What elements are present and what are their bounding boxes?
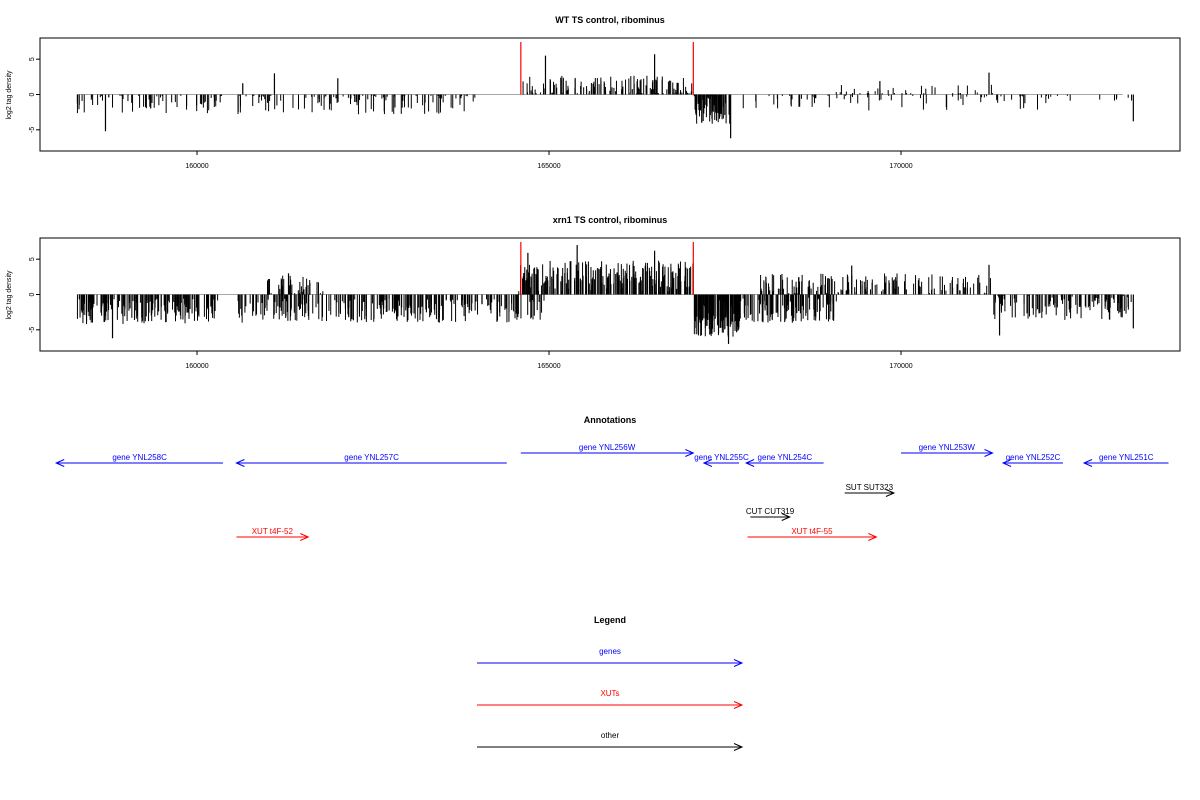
feature-arrow-gene: gene YNL252C	[1001, 453, 1063, 467]
y-tick-label: 0	[29, 92, 36, 96]
legend-arrow: other	[477, 731, 744, 751]
feature-arrow-other: SUT SUT323	[844, 483, 896, 497]
legend-title: Legend	[594, 615, 626, 625]
feature-arrow-other: CUT CUT319	[746, 507, 795, 521]
feature-label: XUT t4F-52	[252, 527, 294, 536]
feature-arrow-gene: gene YNL257C	[235, 453, 507, 467]
feature-label: gene YNL253W	[919, 443, 976, 452]
legend-label: genes	[599, 647, 621, 656]
annotations-title: Annotations	[584, 415, 637, 425]
feature-label: gene YNL257C	[344, 453, 399, 462]
feature-label: SUT SUT323	[846, 483, 894, 492]
x-tick-label: 160000	[185, 363, 208, 370]
legend: Legend genes XUTs other	[477, 615, 744, 751]
feature-arrows: gene YNL258C gene YNL257C gene YNL256W gene…	[54, 443, 1169, 541]
y-tick-label: -5	[29, 327, 36, 333]
legend-label: XUTs	[600, 689, 619, 698]
legend-arrow: XUTs	[477, 689, 744, 709]
feature-arrow-gene: gene YNL258C	[54, 453, 224, 467]
legend-label: other	[601, 731, 620, 740]
feature-label: gene YNL254C	[758, 453, 813, 462]
y-axis-label: log2 tag density	[6, 270, 13, 320]
legend-items: genes XUTs other	[477, 647, 744, 751]
panel-title: WT TS control, ribominus	[555, 15, 665, 25]
feature-label: gene YNL255C	[694, 453, 749, 462]
x-tick-label: 165000	[537, 363, 560, 370]
signal-bars	[76, 242, 1134, 344]
y-tick-label: 5	[29, 57, 36, 61]
axes: -5 0 5 160000 165000 170000	[29, 237, 1181, 370]
feature-arrow-gene: gene YNL254C	[744, 453, 824, 467]
feature-label: gene YNL258C	[112, 453, 167, 462]
x-tick-label: 160000	[185, 163, 208, 170]
y-tick-label: 0	[29, 292, 36, 296]
x-tick-label: 170000	[889, 363, 912, 370]
feature-label: CUT CUT319	[746, 507, 795, 516]
axes: -5 0 5 160000 165000 170000	[29, 37, 1181, 170]
track-panel-xrn1: xrn1 TS control, ribominus log2 tag dens…	[6, 215, 1181, 370]
feature-arrow-gene: gene YNL253W	[901, 443, 994, 457]
annotation-track: Annotations gene YNL258C gene YNL257Cgene…	[54, 415, 1169, 541]
feature-arrow-xut: XUT t4F-52	[236, 527, 310, 541]
x-tick-label: 165000	[537, 163, 560, 170]
feature-label: XUT t4F-55	[791, 527, 833, 536]
y-tick-label: -5	[29, 127, 36, 133]
feature-arrow-gene: gene YNL251C	[1082, 453, 1169, 467]
y-tick-label: 5	[29, 257, 36, 261]
feature-label: gene YNL252C	[1006, 453, 1061, 462]
feature-label: gene YNL256W	[579, 443, 636, 452]
panel-title: xrn1 TS control, ribominus	[553, 215, 668, 225]
feature-arrow-gene: gene YNL256W	[520, 443, 695, 457]
y-axis-label: log2 tag density	[6, 70, 13, 120]
signal-bars	[76, 42, 1134, 139]
x-tick-label: 170000	[889, 163, 912, 170]
legend-arrow: genes	[477, 647, 744, 667]
feature-label: gene YNL251C	[1099, 453, 1154, 462]
feature-arrow-xut: XUT t4F-55	[747, 527, 878, 541]
feature-arrow-gene: gene YNL255C	[694, 453, 749, 467]
track-panel-wt: WT TS control, ribominus log2 tag densit…	[6, 15, 1181, 170]
